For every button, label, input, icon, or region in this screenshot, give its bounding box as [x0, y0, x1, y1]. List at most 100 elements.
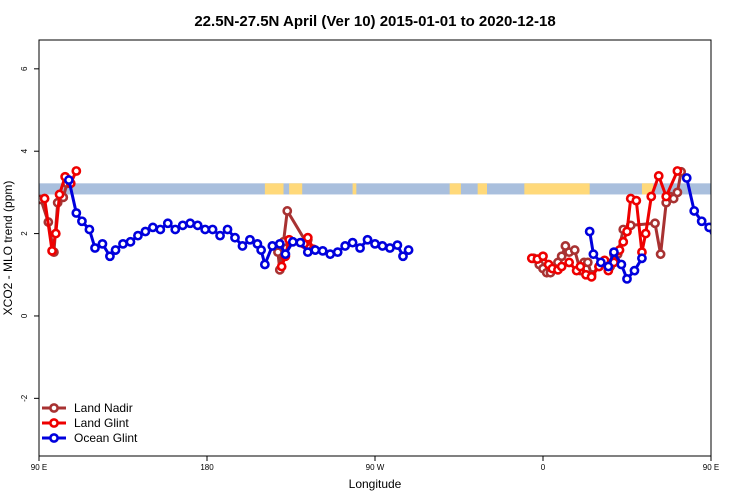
data-point [105, 251, 115, 262]
data-point [588, 249, 599, 260]
data-point [646, 191, 657, 202]
data-point [672, 166, 683, 176]
data-point [317, 245, 328, 256]
x-tick-label: 0 [541, 463, 546, 472]
land-segment [449, 183, 461, 195]
series-layer [39, 166, 750, 284]
data-point [162, 218, 173, 229]
data-point [47, 245, 57, 256]
data-point [110, 245, 121, 255]
data-point [71, 208, 82, 218]
data-point [385, 243, 395, 253]
data-point [681, 173, 692, 183]
y-tick-label: 2 [20, 231, 29, 236]
data-point [200, 224, 211, 235]
data-point [50, 228, 61, 239]
data-point [140, 226, 151, 237]
land-segment [264, 183, 284, 195]
data-point [661, 191, 672, 202]
x-tick-label: 90 E [31, 463, 47, 472]
data-point [743, 240, 750, 247]
data-point [696, 216, 707, 227]
data-point [267, 241, 278, 251]
data-point [125, 236, 136, 247]
data-point [207, 224, 218, 235]
series-ocean-glint [63, 173, 750, 284]
data-point [586, 271, 597, 282]
data-point [222, 224, 233, 235]
data-point [287, 236, 298, 247]
data-point [302, 247, 313, 258]
data-point [556, 251, 567, 262]
data-point [735, 246, 742, 253]
data-point [569, 245, 580, 255]
data-point [302, 232, 313, 243]
land-segment [715, 183, 750, 194]
data-point [245, 234, 255, 245]
data-point [177, 220, 188, 231]
land-segment [524, 183, 590, 195]
data-point [655, 249, 666, 260]
data-point [538, 251, 548, 262]
data-point [185, 218, 196, 229]
data-point [274, 238, 285, 249]
data-point [377, 241, 388, 251]
data-point [133, 230, 143, 241]
data-point [325, 249, 336, 260]
data-point [256, 245, 267, 255]
data-point [584, 226, 595, 237]
data-point [310, 245, 321, 255]
data-point [355, 243, 365, 253]
y-tick-label: -2 [20, 394, 29, 402]
data-point [582, 257, 593, 268]
y-tick-label: 0 [20, 313, 29, 318]
data-point [77, 216, 87, 227]
legend-label: Ocean Glint [74, 431, 138, 445]
y-tick-label: 4 [20, 148, 29, 153]
data-point [237, 241, 248, 251]
data-point [118, 238, 128, 249]
data-point [215, 230, 225, 241]
data-point [276, 261, 287, 272]
data-point [392, 240, 403, 251]
data-point [403, 245, 414, 255]
land-segment [352, 183, 357, 195]
data-point [84, 224, 95, 235]
data-point [728, 251, 735, 258]
data-point [672, 187, 683, 198]
data-point [230, 232, 240, 243]
data-point [192, 220, 203, 231]
data-point [282, 206, 293, 216]
data-point [650, 218, 660, 229]
data-point [689, 206, 700, 216]
x-tick-label: 90 E [703, 463, 719, 472]
data-point [629, 265, 640, 276]
ocean-band [39, 183, 711, 195]
data-point [622, 273, 632, 284]
data-point [347, 237, 358, 248]
data-point [616, 259, 627, 270]
data-point [398, 251, 408, 262]
data-point [54, 189, 65, 200]
legend-marker [49, 418, 59, 428]
data-point [704, 222, 711, 233]
data-point [603, 261, 614, 272]
legend-label: Land Glint [74, 416, 129, 430]
data-point [575, 261, 586, 272]
data-point [147, 222, 158, 233]
y-axis: -2 0 2 4 6 [20, 66, 39, 402]
legend-label: Land Nadir [74, 401, 133, 415]
data-point [637, 253, 647, 264]
data-point [362, 234, 373, 245]
data-point [295, 237, 306, 248]
land-segment [477, 183, 487, 195]
data-point [370, 238, 380, 249]
data-point [90, 243, 100, 253]
data-point [564, 257, 575, 268]
data-point [63, 175, 74, 185]
data-point [39, 193, 50, 204]
y-axis-label: XCO2 - MLO trend (ppm) [1, 181, 15, 316]
data-point [595, 257, 606, 268]
x-axis: 90 E 180 90 W 0 90 E [31, 456, 719, 472]
